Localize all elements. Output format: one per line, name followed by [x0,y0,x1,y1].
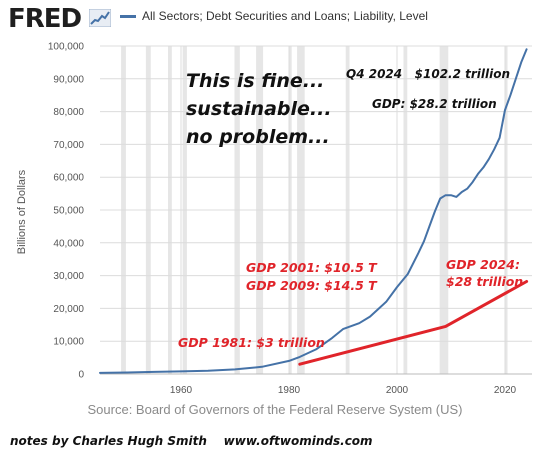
debt-series-line [99,48,528,374]
y-tick-label: 40,000 [53,238,84,249]
y-axis-label: Billions of Dollars [16,169,28,254]
x-tick-label: 1960 [170,385,193,396]
footer-note: notes by Charles Hugh Smith www.oftwomin… [10,434,373,448]
gdp-label: GDP: $28.2 trillion [372,97,497,111]
commentary-line-3: no problem... [186,126,330,148]
y-tick-label: 80,000 [53,107,84,118]
y-tick-label: 70,000 [53,140,84,151]
gdp-1981-label: GDP 1981: $3 trillion [178,335,325,350]
y-tick-label: 100,000 [48,42,85,53]
fred-logo[interactable]: FRED [8,4,82,34]
legend-swatch [120,14,136,18]
legend-label: All Sectors; Debt Securities and Loans; … [142,9,428,23]
x-axis-ticks: 1960 1980 2000 2020 [170,385,517,396]
gdp-2009-label: GDP 2009: $14.5 T [246,278,378,293]
x-tick-label: 2020 [494,385,517,396]
chart-header: FRED All Sectors; Debt Securities and Lo… [0,0,550,34]
y-tick-label: 20,000 [53,304,84,315]
sparkline-icon [89,9,111,27]
y-axis-ticks: 0 10,000 20,000 30,000 40,000 50,000 60,000 70,… [48,42,85,381]
source-note: Source: Board of Governors of the Federa… [87,402,463,417]
y-tick-label: 60,000 [53,173,84,184]
y-tick-label: 10,000 [53,337,84,348]
gdp-2024-label-line2: $28 trillion [446,274,523,289]
gdp-trend-line [298,280,529,366]
q4-2024-label: Q4 2024 $102.2 trillion [346,67,510,81]
commentary-block: This is fine... sustainable... no proble… [186,70,332,148]
gridlines [100,45,532,374]
y-tick-label: 50,000 [53,206,84,217]
footer: notes by Charles Hugh Smith www.oftwomin… [0,426,550,459]
commentary-line-1: This is fine... [186,70,324,92]
gdp-2001-label: GDP 2001: $10.5 T [246,260,378,275]
x-tick-label: 1980 [278,385,301,396]
gdp-2024-label-line1: GDP 2024: [446,257,520,272]
series-layer [99,48,529,374]
y-tick-label: 0 [78,370,84,381]
y-tick-label: 90,000 [53,74,84,85]
legend: All Sectors; Debt Securities and Loans; … [120,9,428,23]
y-tick-label: 30,000 [53,271,84,282]
x-tick-label: 2000 [386,385,409,396]
commentary-line-2: sustainable... [186,98,332,120]
